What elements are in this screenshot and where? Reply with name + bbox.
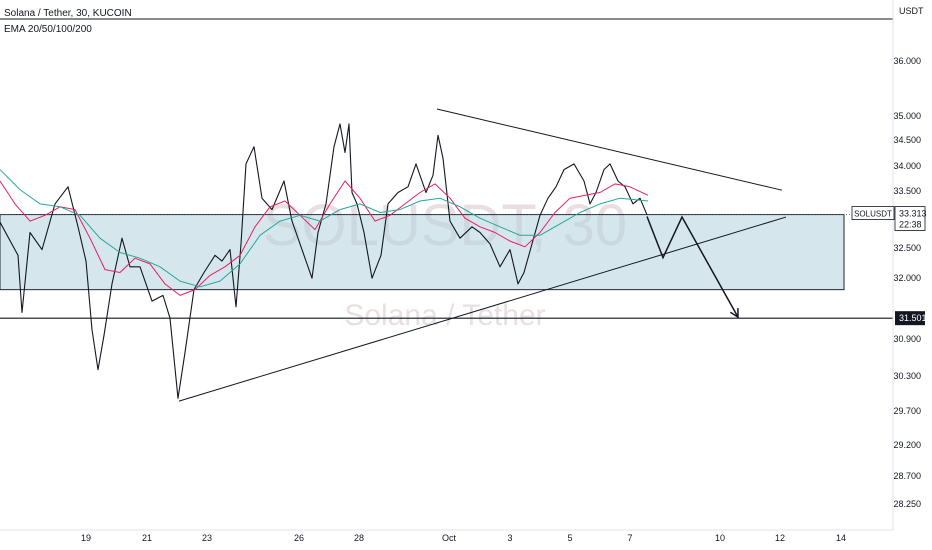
descending-resistance bbox=[436, 108, 783, 191]
x-tick-label: 14 bbox=[836, 533, 846, 543]
projected-path-head bbox=[729, 308, 739, 319]
y-tick-label: 34.500 bbox=[893, 135, 921, 145]
y-tick-label: 36.000 bbox=[893, 56, 921, 66]
series-ema-50 bbox=[0, 169, 649, 288]
y-tick-label: 30.300 bbox=[893, 371, 921, 381]
x-tick-label: 5 bbox=[567, 533, 572, 543]
level-price-box bbox=[895, 311, 925, 326]
y-tick-label: 33.500 bbox=[893, 186, 921, 196]
ascending-support bbox=[178, 216, 787, 402]
symbol-tag-box bbox=[851, 206, 895, 220]
y-tick-label: 32.500 bbox=[893, 243, 921, 253]
x-tick-label: 10 bbox=[715, 533, 725, 543]
x-tick-label: 7 bbox=[627, 533, 632, 543]
x-tick-label: 12 bbox=[775, 533, 785, 543]
y-tick-label: 32.000 bbox=[893, 273, 921, 283]
series-solusdt bbox=[0, 123, 648, 399]
y-tick-label: 28.250 bbox=[893, 499, 921, 509]
countdown-label: 22:38 bbox=[899, 220, 922, 230]
watermark-name: Solana / Tether bbox=[344, 299, 545, 332]
range-zone bbox=[0, 214, 845, 291]
y-tick-label: 28.700 bbox=[893, 471, 921, 481]
x-tick-label: 23 bbox=[202, 533, 212, 543]
symbol-title[interactable]: Solana / Tether, 30, KUCOIN bbox=[4, 8, 132, 19]
indicator-legend[interactable]: EMA 20/50/100/200 bbox=[4, 24, 92, 35]
x-tick-label: 28 bbox=[354, 533, 364, 543]
x-tick-label: 3 bbox=[507, 533, 512, 543]
y-tick-label: 29.700 bbox=[893, 406, 921, 416]
x-tick-label: Oct bbox=[442, 533, 457, 543]
last-price-value: 33.313 bbox=[899, 209, 927, 219]
y-tick-label: 29.200 bbox=[893, 440, 921, 450]
x-tick-label: 21 bbox=[142, 533, 152, 543]
y-tick-label: 30.900 bbox=[893, 334, 921, 344]
x-tick-label: 26 bbox=[294, 533, 304, 543]
x-tick-label: 19 bbox=[81, 533, 91, 543]
currency-label: USDT bbox=[899, 6, 924, 16]
symbol-tag: SOLUSDT bbox=[854, 210, 892, 219]
y-tick-label: 35.000 bbox=[893, 111, 921, 121]
level-price-value: 31.501 bbox=[899, 313, 927, 323]
last-price-box bbox=[894, 206, 926, 231]
y-tick-label: 34.000 bbox=[893, 161, 921, 171]
projected-path bbox=[646, 215, 739, 318]
